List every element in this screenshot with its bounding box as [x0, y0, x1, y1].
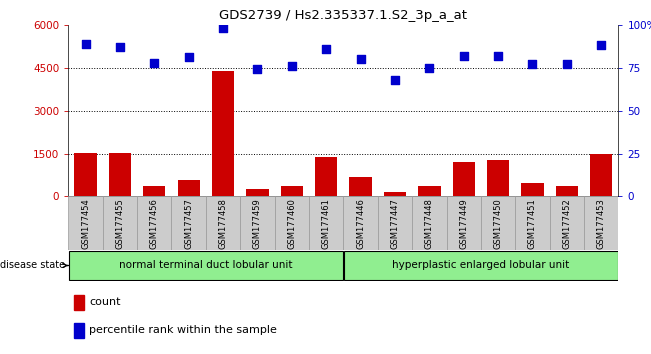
Point	[596, 42, 607, 48]
Text: GSM177458: GSM177458	[219, 198, 228, 249]
Text: GSM177447: GSM177447	[391, 198, 400, 249]
Point	[321, 46, 331, 52]
Point	[115, 44, 125, 50]
Bar	[412, 196, 447, 250]
Bar	[206, 196, 240, 250]
Bar	[584, 196, 618, 250]
Bar	[344, 196, 378, 250]
Bar	[240, 196, 275, 250]
Point	[493, 53, 503, 58]
Text: GSM177446: GSM177446	[356, 198, 365, 249]
Text: GSM177461: GSM177461	[322, 198, 331, 249]
Point	[80, 41, 90, 46]
Bar	[212, 71, 234, 196]
Point	[149, 60, 159, 65]
Bar	[452, 161, 475, 196]
Text: GSM177448: GSM177448	[425, 198, 434, 249]
Bar	[384, 192, 406, 196]
Bar	[378, 196, 412, 250]
Bar	[549, 196, 584, 250]
Text: disease state: disease state	[0, 261, 68, 270]
Text: normal terminal duct lobular unit: normal terminal duct lobular unit	[119, 261, 293, 270]
Bar	[556, 185, 578, 196]
Bar	[521, 183, 544, 196]
Text: GSM177450: GSM177450	[493, 198, 503, 249]
Point	[527, 62, 538, 67]
Bar	[246, 189, 269, 196]
Text: percentile rank within the sample: percentile rank within the sample	[89, 325, 277, 335]
Point	[458, 53, 469, 58]
Point	[355, 56, 366, 62]
Point	[252, 67, 262, 72]
Text: GSM177459: GSM177459	[253, 198, 262, 249]
Text: count: count	[89, 297, 120, 307]
Bar	[481, 196, 516, 250]
Text: GSM177456: GSM177456	[150, 198, 159, 249]
Bar	[418, 186, 441, 196]
Bar	[178, 180, 200, 196]
Bar	[309, 196, 344, 250]
Text: GSM177455: GSM177455	[115, 198, 124, 249]
Bar	[590, 154, 613, 196]
Bar	[74, 323, 84, 338]
Bar	[137, 196, 171, 250]
Point	[562, 62, 572, 67]
Bar	[487, 160, 509, 196]
Text: GSM177457: GSM177457	[184, 198, 193, 249]
Text: GSM177453: GSM177453	[597, 198, 606, 249]
Text: GSM177460: GSM177460	[287, 198, 296, 249]
Bar	[447, 196, 481, 250]
Bar	[344, 251, 618, 280]
Bar	[281, 185, 303, 196]
Point	[184, 55, 194, 60]
Point	[424, 65, 435, 70]
Bar	[109, 153, 131, 196]
Title: GDS2739 / Hs2.335337.1.S2_3p_a_at: GDS2739 / Hs2.335337.1.S2_3p_a_at	[219, 9, 467, 22]
Text: GSM177452: GSM177452	[562, 198, 572, 249]
Bar	[516, 196, 549, 250]
Bar	[68, 196, 103, 250]
Text: GSM177454: GSM177454	[81, 198, 90, 249]
Bar	[69, 251, 342, 280]
Bar	[74, 153, 97, 196]
Bar	[143, 185, 165, 196]
Bar	[171, 196, 206, 250]
Bar	[350, 177, 372, 196]
Text: GSM177451: GSM177451	[528, 198, 537, 249]
Point	[390, 77, 400, 82]
Point	[286, 63, 297, 69]
Bar	[74, 295, 84, 310]
Text: GSM177449: GSM177449	[459, 198, 468, 249]
Bar	[275, 196, 309, 250]
Point	[218, 25, 229, 31]
Bar	[103, 196, 137, 250]
Bar	[315, 157, 337, 196]
Text: hyperplastic enlarged lobular unit: hyperplastic enlarged lobular unit	[393, 261, 570, 270]
